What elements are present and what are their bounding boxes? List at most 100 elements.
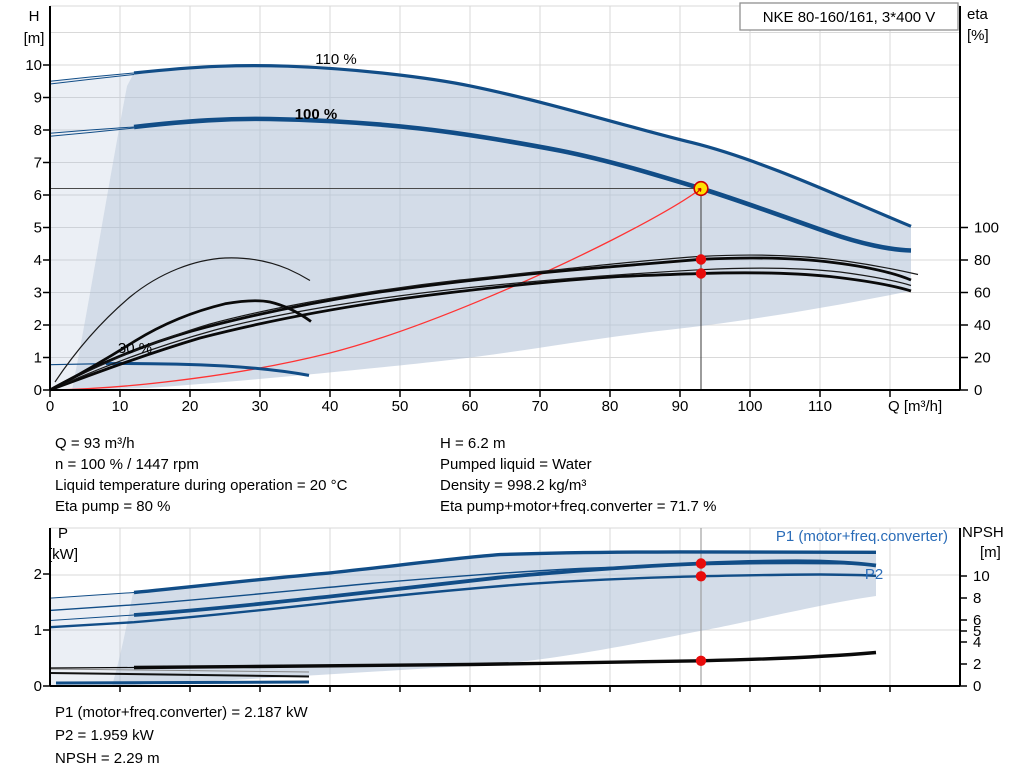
q-axis-ticks xyxy=(119,686,891,692)
h-tick-label: 9 xyxy=(34,90,42,107)
eta-pump-curve xyxy=(49,256,912,392)
h-axis-unit: [m] xyxy=(24,30,45,47)
npsh-tick-label: 2 xyxy=(973,656,981,673)
h-tick-label: 8 xyxy=(34,122,42,139)
npsh-tick-label: 8 xyxy=(973,590,981,607)
q-tick-label: 10 xyxy=(112,398,129,415)
npsh-thin xyxy=(49,666,135,669)
eta-tick-label: 80 xyxy=(974,252,991,269)
q-tick-label: 90 xyxy=(672,398,689,415)
speed-curve-30-thick xyxy=(105,362,310,377)
speed-curve-100 xyxy=(133,116,912,253)
duty-info-right: H = 6.2 m Pumped liquid = Water Density … xyxy=(440,433,716,517)
control-curve xyxy=(49,187,702,391)
eta-tick-label: 100 xyxy=(974,220,999,237)
q-axis-label: Q [m³/h] xyxy=(888,398,942,415)
p-30-curve xyxy=(55,680,310,685)
p2-110-curve xyxy=(49,562,877,612)
q-tick-label: 70 xyxy=(532,398,549,415)
speed-110-label: 110 % xyxy=(315,51,356,68)
info-line: Liquid temperature during operation = 20… xyxy=(55,477,348,494)
info-line: Q = 93 m³/h xyxy=(55,435,135,452)
envelope-band-region xyxy=(112,551,876,686)
p-tick-label: 0 xyxy=(34,678,42,695)
npsh-axis-unit: [m] xyxy=(980,544,1001,561)
npsh-tick-label: 5 xyxy=(973,623,981,640)
title-box xyxy=(739,2,959,31)
eta-axis-name: eta xyxy=(967,6,989,23)
speed-curve-110-thin xyxy=(49,72,135,85)
h-tick-label: 5 xyxy=(34,220,42,237)
h-tick-label: 2 xyxy=(34,317,42,334)
h-tick-label: 7 xyxy=(34,155,42,172)
npsh-axis-ticks xyxy=(960,575,967,687)
p-axis-unit: [kW] xyxy=(48,546,78,563)
npsh-tick-label: 6 xyxy=(973,612,981,629)
q-tick-label: 110 xyxy=(808,398,832,415)
p2-100-curve xyxy=(49,573,877,629)
h-tick-label: 3 xyxy=(34,285,42,302)
info-line: Pumped liquid = Water xyxy=(440,456,592,473)
eta-axis-unit: [%] xyxy=(967,27,989,44)
h-axis-name: H xyxy=(29,8,40,25)
p-axis-name: P xyxy=(58,525,68,542)
q-tick-label: 40 xyxy=(322,398,339,415)
duty-crosshair xyxy=(50,187,702,390)
npsh-low-thin-gray xyxy=(49,668,310,673)
bottom-chart-axes xyxy=(49,528,961,687)
npsh-marker xyxy=(695,655,707,666)
info-line: Eta pump = 80 % xyxy=(55,498,171,515)
pump-title: NKE 80-160/161, 3*400 V xyxy=(763,9,936,26)
info-line: P1 (motor+freq.converter) = 2.187 kW xyxy=(55,704,308,721)
envelope-band-region xyxy=(72,65,911,390)
eta-total-marker xyxy=(695,268,707,279)
eta-total-curve xyxy=(49,271,912,392)
speed-100-label: 100 % xyxy=(295,106,338,123)
npsh-tick-label: 0 xyxy=(973,678,981,695)
info-line: P2 = 1.959 kW xyxy=(55,727,154,744)
q-axis-ticks xyxy=(49,390,891,397)
eta-axis-ticks xyxy=(960,226,968,391)
p2-curve-label: P2 xyxy=(865,566,883,583)
q-tick-label: 20 xyxy=(182,398,199,415)
p1-110-thin xyxy=(49,592,135,599)
q-tick-label: 80 xyxy=(602,398,619,415)
npsh-tick-label: 4 xyxy=(973,634,981,651)
p1-curve-label: P1 (motor+freq.converter) xyxy=(776,528,948,545)
info-line: n = 100 % / 1447 rpm xyxy=(55,456,199,473)
eta-thin-curve-b xyxy=(49,267,912,391)
p1-100-thin xyxy=(49,614,135,621)
p1-110-curve xyxy=(133,550,877,595)
top-chart-axes xyxy=(49,6,961,391)
p-axis-ticks xyxy=(43,573,50,687)
q-tick-label: 0 xyxy=(46,398,54,415)
eta-pump-marker xyxy=(695,254,707,265)
top-chart: H [m] eta [%] 0 1 2 3 4 5 6 7 8 9 10 0 1… xyxy=(24,2,999,415)
duty-info-left: Q = 93 m³/h n = 100 % / 1447 rpm Liquid … xyxy=(55,433,347,517)
eta-tick-label: 60 xyxy=(974,285,991,302)
info-line: NPSH = 2.29 m xyxy=(55,750,160,767)
eta-tick-label: 40 xyxy=(974,317,991,334)
h-tick-label: 1 xyxy=(34,350,42,367)
p2-marker xyxy=(695,571,707,582)
npsh-axis-name: NPSH xyxy=(962,524,1004,541)
p-tick-label: 2 xyxy=(34,566,42,583)
speed-curve-100-thin xyxy=(49,126,135,137)
npsh-low-black xyxy=(49,672,310,678)
q-tick-label: 60 xyxy=(462,398,479,415)
p1-100-curve xyxy=(133,559,877,617)
h-tick-label: 10 xyxy=(25,57,42,74)
h-tick-label: 4 xyxy=(34,252,42,269)
speed-30-label: 30 % xyxy=(118,340,152,357)
eta-tick-label: 0 xyxy=(974,382,982,399)
eta-tick-label: 20 xyxy=(974,350,991,367)
info-line: Eta pump+motor+freq.converter = 71.7 % xyxy=(440,498,717,515)
power-info: P1 (motor+freq.converter) = 2.187 kW P2 … xyxy=(55,701,308,770)
h-tick-label: 0 xyxy=(34,382,42,399)
speed-curve-110 xyxy=(133,63,912,228)
eta-reduced-speed-curve xyxy=(49,299,312,392)
p-tick-label: 1 xyxy=(34,622,42,639)
npsh-curve xyxy=(133,650,877,670)
